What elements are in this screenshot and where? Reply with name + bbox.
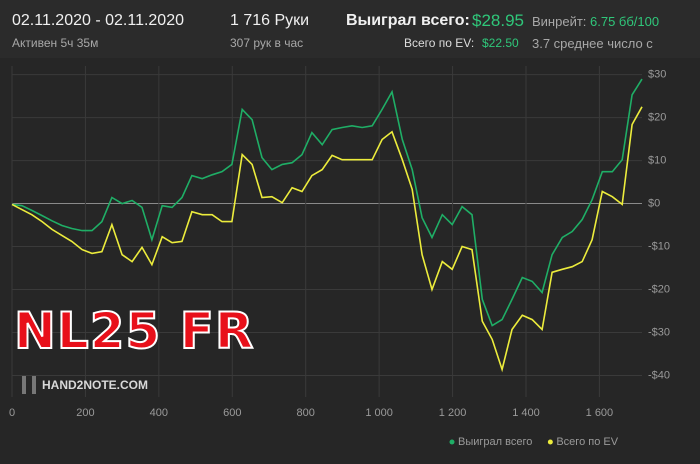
y-tick-label: $0 (648, 197, 660, 209)
hands: 1 716 Руки (230, 12, 310, 29)
ev-label: Всего по EV: (404, 36, 475, 50)
active-time: Активен 5ч 35м (12, 36, 99, 50)
legend-marker (547, 439, 553, 445)
logo-icon (22, 376, 36, 394)
x-tick-label: 1 600 (586, 407, 614, 419)
winrate-value: 6.75 бб/100 (590, 14, 660, 29)
y-tick-label: -$40 (648, 369, 670, 381)
average-players: 3.7 среднее число с (532, 36, 653, 51)
logo: HAND2NOTE.COM (42, 378, 149, 392)
date-range: 02.11.2020 - 02.11.2020 (12, 12, 184, 29)
y-tick-label: $20 (648, 111, 666, 123)
legend-label: Выиграл всего (458, 436, 532, 448)
x-tick-label: 600 (223, 407, 241, 419)
y-tick-label: -$20 (648, 283, 670, 295)
x-tick-label: 1 000 (365, 407, 393, 419)
x-tick-label: 800 (297, 407, 315, 419)
y-tick-label: $30 (648, 69, 666, 81)
y-tick-label: $10 (648, 154, 666, 166)
y-tick-label: -$30 (648, 326, 670, 338)
winrate-label: Винрейт: (532, 14, 587, 29)
x-tick-label: 200 (76, 407, 94, 419)
x-tick-label: 1 200 (439, 407, 467, 419)
x-tick-label: 1 400 (512, 407, 540, 419)
series-line (11, 106, 643, 373)
won-label: Выиграл всего: (346, 12, 470, 29)
y-tick-label: -$10 (648, 240, 670, 252)
won-value: $28.95 (472, 11, 524, 30)
x-tick-label: 400 (150, 407, 168, 419)
legend-marker (449, 439, 455, 445)
legend-label: Всего по EV (556, 436, 618, 448)
ev-value: $22.50 (482, 36, 519, 50)
series-line (11, 78, 643, 327)
chart-panel (0, 58, 700, 464)
watermark: NL25 FR (13, 301, 255, 361)
x-tick-label: 0 (9, 407, 15, 419)
hands-per-hour: 307 рук в час (230, 36, 304, 50)
